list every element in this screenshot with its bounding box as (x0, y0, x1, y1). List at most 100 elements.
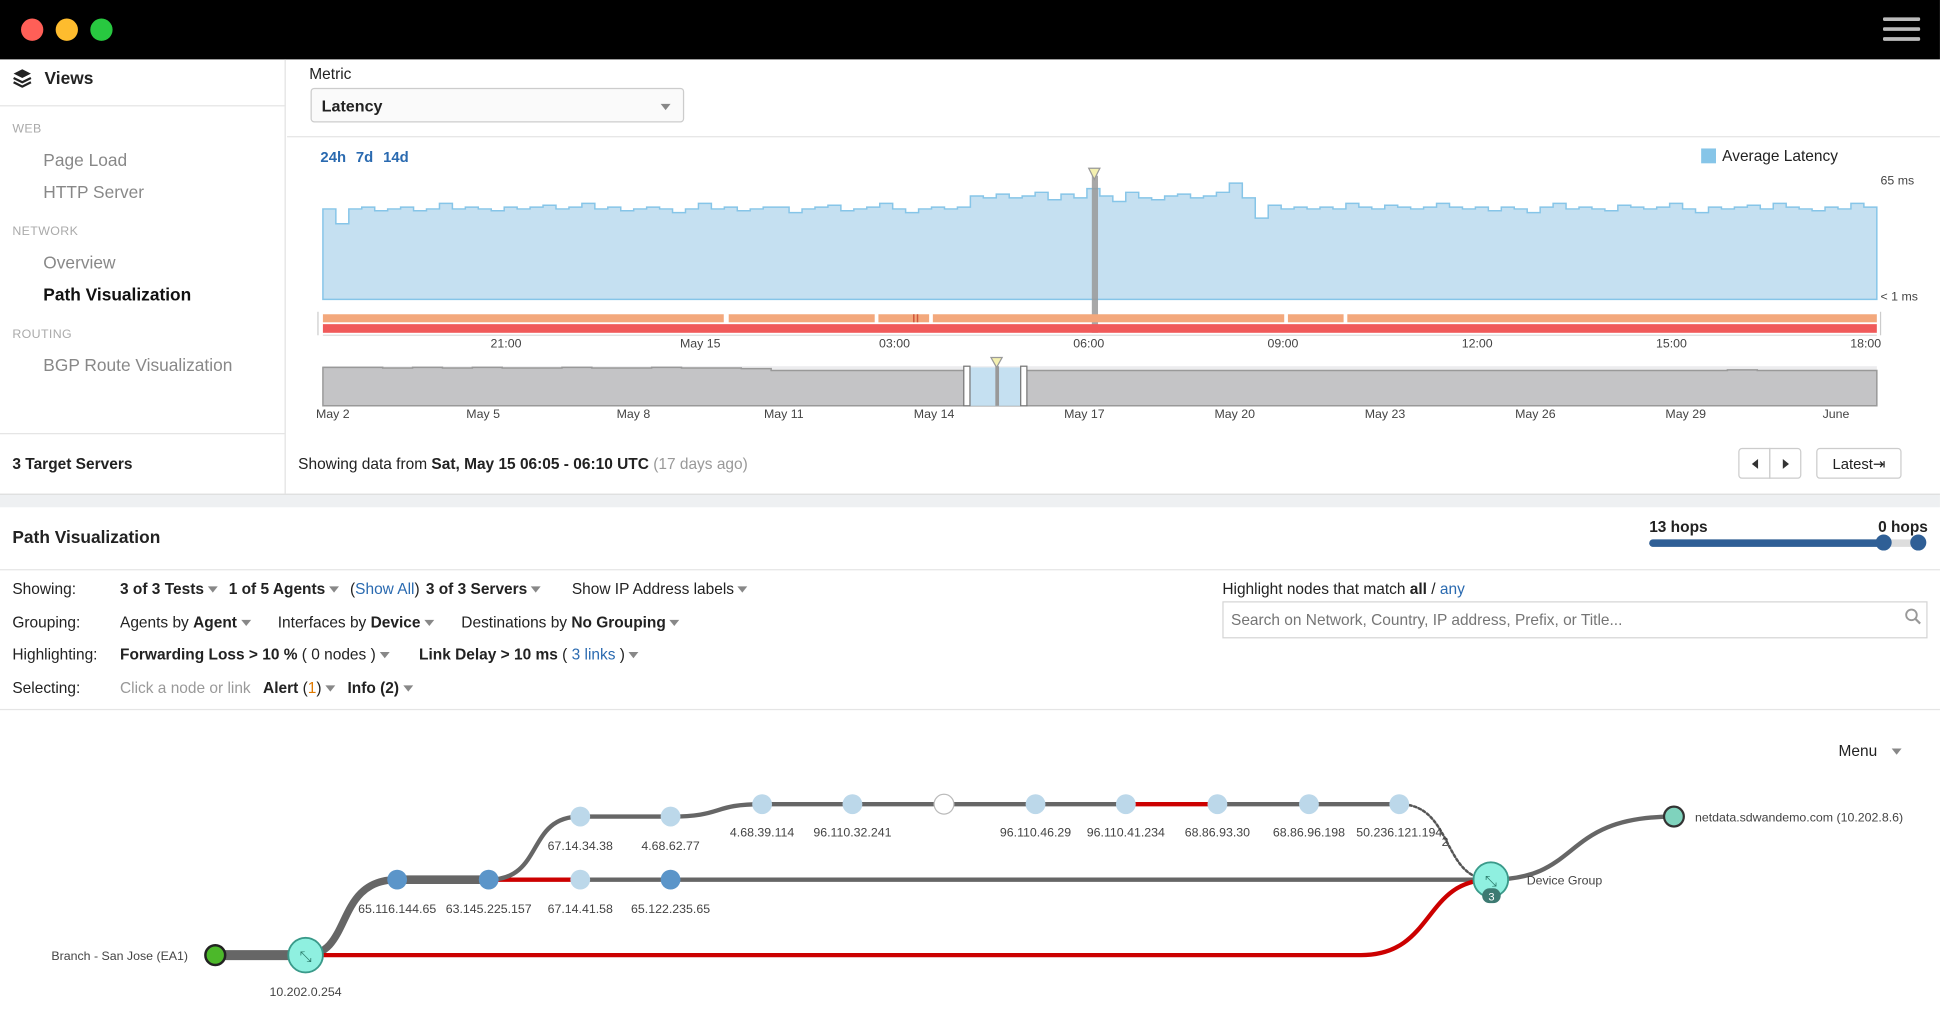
destination-grouping-dropdown[interactable]: Destinations by No Grouping (461, 614, 680, 631)
hops-slider-track[interactable] (1649, 539, 1918, 547)
hop-node[interactable] (1207, 794, 1228, 815)
agent-node[interactable] (204, 943, 227, 967)
x-tick-label: 09:00 (1268, 337, 1299, 351)
svg-text:67.14.34.38: 67.14.34.38 (548, 839, 613, 853)
agents-dropdown[interactable]: 1 of 5 Agents (229, 580, 339, 598)
match-all-option[interactable]: all (1409, 580, 1427, 598)
legend-label: Average Latency (1722, 147, 1838, 165)
metric-select[interactable]: Latency (310, 87, 685, 123)
link-delay-dropdown[interactable]: Link Delay > 10 ms ( 3 links ) (419, 646, 639, 663)
overview-tick-label: May 14 (914, 407, 955, 421)
hops-slider-handle-min[interactable] (1910, 534, 1927, 551)
previous-button[interactable] (1738, 447, 1771, 479)
sidebar-item-path-visualization[interactable]: Path Visualization (43, 284, 192, 305)
loss-bar-segment (932, 314, 1285, 323)
hop-node[interactable] (660, 806, 681, 827)
layers-icon (13, 69, 32, 88)
sidebar-item-http-server[interactable]: HTTP Server (43, 181, 145, 202)
agent-grouping-dropdown[interactable]: Agents by Agent (120, 614, 251, 631)
loss-bar-segment (878, 314, 930, 323)
sidebar-item-overview[interactable]: Overview (43, 252, 116, 273)
title-bar (0, 0, 1940, 60)
range-24h[interactable]: 24h (320, 148, 347, 166)
x-tick-label: 21:00 (491, 337, 522, 351)
device-group-node[interactable]: ⤡ 3 (1472, 861, 1510, 904)
hamburger-icon[interactable] (1883, 17, 1921, 42)
hop-node[interactable] (752, 794, 773, 815)
overview-tick-label: June (1823, 407, 1850, 421)
sidebar-item-bgp-route[interactable]: BGP Route Visualization (43, 355, 233, 375)
unknown-hop-node[interactable] (933, 793, 955, 815)
destination-node[interactable] (1662, 805, 1685, 828)
graph-menu-button[interactable]: Menu (1838, 742, 1902, 760)
svg-text:4.68.39.114: 4.68.39.114 (730, 825, 794, 839)
marker-triangle-icon (1087, 167, 1101, 181)
hop-node[interactable] (1299, 794, 1319, 815)
overview-tick-label: May 29 (1665, 407, 1706, 421)
overview-tick-label: May 2 (316, 407, 350, 421)
match-any-option[interactable]: any (1439, 580, 1465, 598)
caret-right-icon (1782, 458, 1789, 469)
hops-slider-handle-max[interactable] (1875, 534, 1892, 551)
hop-node[interactable] (570, 806, 591, 827)
minimize-button[interactable] (55, 18, 78, 41)
svg-text:65.122.235.65: 65.122.235.65 (631, 902, 710, 916)
hop-node[interactable] (1115, 794, 1136, 815)
latency-chart[interactable]: 65 ms < 1 ms 21:00 May 15 03:00 06:00 09:00 1… (0, 0, 1940, 427)
search-icon (1905, 608, 1921, 625)
hop-node[interactable] (842, 794, 863, 815)
destination-label: netdata.sdwandemo.com (10.202.8.6) (1695, 811, 1903, 825)
select-hint: Click a node or link (120, 679, 251, 697)
match-mode: Highlight nodes that match all / any (1222, 580, 1465, 598)
range-14d[interactable]: 14d (383, 148, 409, 166)
forwarding-loss-dropdown[interactable]: Forwarding Loss > 10 % ( 0 nodes ) (120, 646, 390, 663)
svg-text:96.110.32.241: 96.110.32.241 (813, 825, 891, 839)
marker-triangle-icon (989, 356, 1004, 369)
y-min-label: < 1 ms (1881, 290, 1918, 304)
hop-node[interactable] (387, 869, 408, 890)
metric-value: Latency (321, 96, 383, 116)
relative-time: (17 days ago) (653, 455, 748, 473)
svg-text:3: 3 (1488, 892, 1494, 904)
error-bar (322, 324, 1877, 333)
section-web: WEB (12, 122, 42, 137)
hop-node[interactable] (478, 869, 499, 890)
hop-node[interactable] (1389, 794, 1410, 815)
highlighting-label: Highlighting: (12, 645, 98, 664)
node-search-input[interactable] (1222, 601, 1928, 639)
maximize-button[interactable] (90, 18, 113, 41)
link (1488, 814, 1677, 882)
router-icon: ⤡ (300, 949, 312, 965)
hop-node[interactable] (660, 869, 681, 890)
svg-text:67.14.41.58: 67.14.41.58 (548, 902, 613, 916)
hop-node[interactable] (1025, 794, 1046, 815)
tests-dropdown[interactable]: 3 of 3 Tests (120, 580, 218, 598)
latest-button[interactable]: Latest⇥ (1816, 447, 1902, 479)
x-tick-label: 06:00 (1073, 337, 1104, 351)
overview-handle-left[interactable] (963, 365, 971, 407)
servers-dropdown[interactable]: 3 of 3 Servers (426, 580, 541, 598)
info-dropdown[interactable]: Info (2) (347, 679, 413, 697)
alert-dropdown[interactable]: Alert (1) (263, 679, 336, 697)
close-button[interactable] (21, 18, 44, 41)
overview-selection[interactable] (968, 367, 1022, 406)
ip-labels-dropdown[interactable]: Show IP Address labels (572, 580, 748, 598)
x-tick-label: May 15 (680, 337, 721, 351)
sidebar-title: Views (44, 68, 94, 88)
section-network: NETWORK (12, 225, 79, 239)
selected-time-marker[interactable] (1091, 175, 1099, 333)
interface-grouping-dropdown[interactable]: Interfaces by Device (278, 614, 435, 631)
next-button[interactable] (1769, 447, 1802, 479)
show-all-link[interactable]: Show All (355, 580, 415, 598)
x-tick-label: 03:00 (879, 337, 910, 351)
overview-handle-right[interactable] (1020, 365, 1028, 407)
device-group-label: Device Group (1527, 874, 1603, 888)
range-7d[interactable]: 7d (355, 148, 374, 166)
sidebar-item-page-load[interactable]: Page Load (43, 149, 128, 170)
selecting-label: Selecting: (12, 679, 81, 697)
router-node[interactable]: ⤡ (287, 936, 324, 974)
hop-node[interactable] (570, 869, 591, 890)
hops-max-label: 13 hops (1649, 518, 1708, 536)
